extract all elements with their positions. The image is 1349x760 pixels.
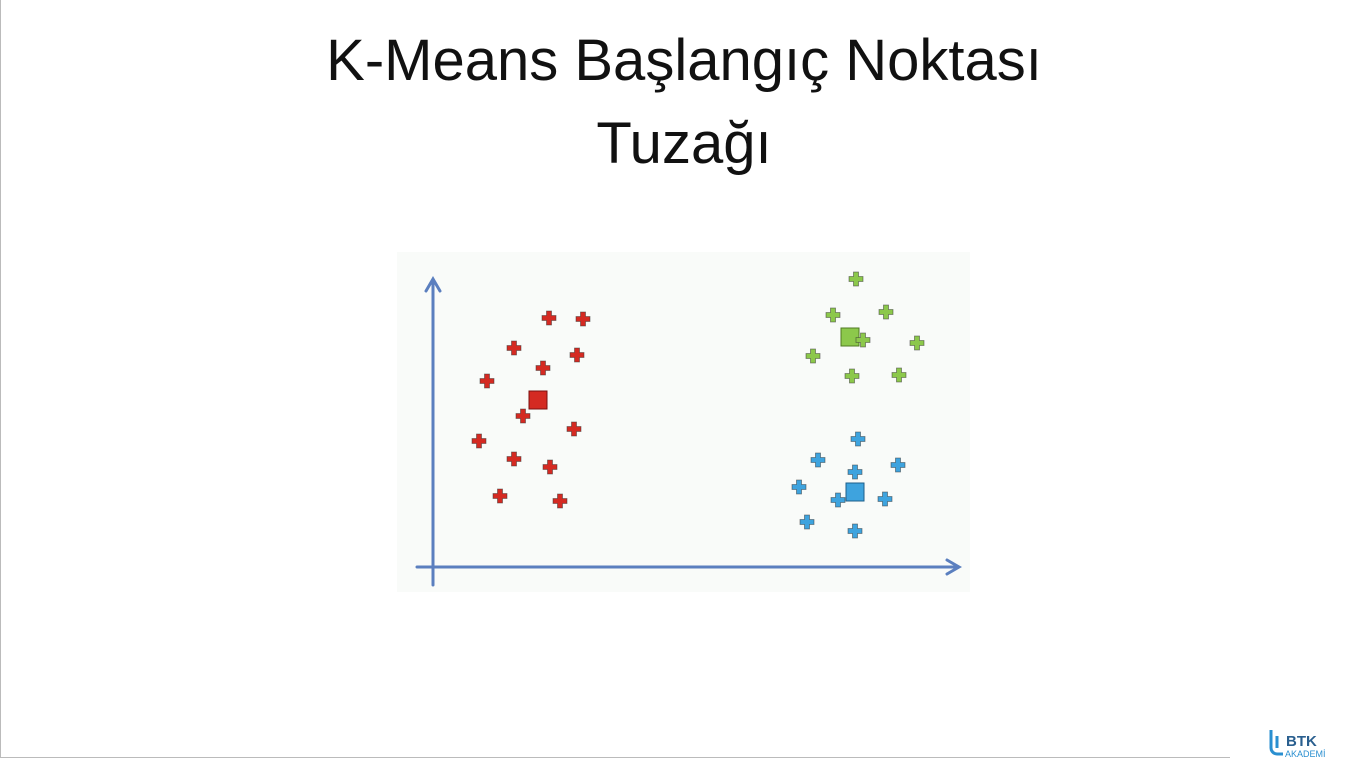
title: K-Means Başlangıç Noktası (326, 28, 1042, 93)
centroid (845, 482, 865, 502)
logo-icon (1269, 730, 1283, 756)
red-cluster (471, 310, 591, 509)
centroid (528, 390, 548, 410)
title: Tuzağı (596, 111, 771, 176)
logo-name: BTK (1286, 733, 1317, 750)
diagram (397, 252, 970, 592)
x-axis-arrow (945, 558, 962, 576)
y-axis-arrow (424, 276, 442, 293)
centroid (840, 327, 860, 347)
axes (415, 276, 962, 587)
diagram-background (397, 252, 970, 592)
green-cluster (805, 271, 925, 384)
logo: BTK AKADEMİ (1269, 730, 1326, 759)
logo-subtitle: AKADEMİ (1285, 749, 1326, 759)
blue-cluster (791, 431, 906, 539)
